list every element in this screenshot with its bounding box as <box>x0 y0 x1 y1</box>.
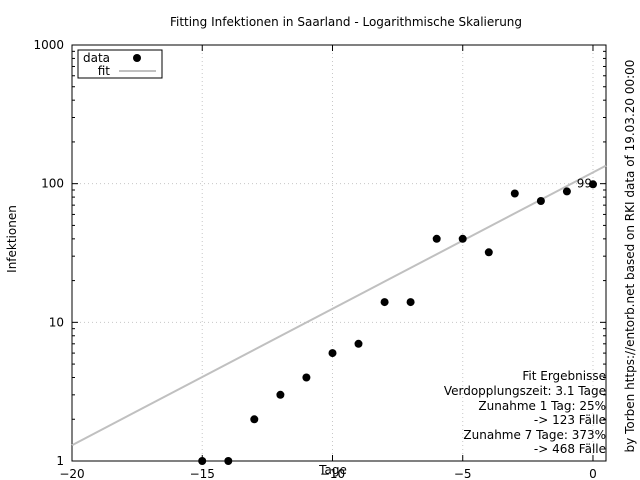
x-tick-label: −15 <box>190 467 215 480</box>
legend-marker-data <box>133 54 141 62</box>
chart-title: Fitting Infektionen in Saarland - Logari… <box>170 15 522 29</box>
y-tick-label: 100 <box>41 177 64 191</box>
data-point <box>250 415 259 424</box>
data-point <box>224 457 233 465</box>
y-tick-label: 10 <box>49 315 64 329</box>
x-tick-label: −10 <box>320 467 345 480</box>
data-point <box>406 298 415 307</box>
legend-label-fit: fit <box>98 64 111 78</box>
fit-results-line-1: Fit Ergebnisse <box>522 369 606 383</box>
plot-frame <box>71 44 607 462</box>
data-series <box>198 180 597 465</box>
x-tick-label: −5 <box>454 467 472 480</box>
data-point <box>380 298 389 307</box>
fit-results-line-4: -> 123 Fälle <box>534 413 606 427</box>
x-tick-labels: −20 −15 −10 −5 0 <box>59 467 596 480</box>
data-point <box>589 180 597 189</box>
data-point <box>458 234 467 243</box>
fit-line <box>71 164 607 447</box>
data-point <box>354 339 363 348</box>
y-tick-label: 1000 <box>33 38 64 52</box>
fit-results-line-3: Zunahme 1 Tag: 25% <box>478 399 606 413</box>
x-tick-label: 0 <box>589 467 597 480</box>
data-point <box>432 234 441 243</box>
legend-box <box>77 49 163 79</box>
fit-results: Fit Ergebnisse Verdopplungszeit: 3.1 Tag… <box>444 369 606 456</box>
axis-ticks <box>71 44 606 462</box>
fit-results-line-2: Verdopplungszeit: 3.1 Tage <box>444 384 606 398</box>
legend-label-data: data <box>83 51 110 65</box>
fit-results-line-6: -> 468 Fälle <box>534 442 606 456</box>
y-tick-labels: 1 10 100 1000 <box>33 38 64 468</box>
credit-text: by Torben https://entorb.net based on RK… <box>623 60 637 453</box>
data-point <box>328 349 337 358</box>
data-point <box>302 373 311 382</box>
fit-results-line-5: Zunahme 7 Tage: 373% <box>463 428 606 442</box>
data-point-label: 99 <box>577 176 592 190</box>
legend: data fit <box>77 49 163 79</box>
data-point <box>536 197 545 205</box>
data-point <box>276 390 285 399</box>
data-point <box>510 189 519 198</box>
data-point <box>198 457 207 465</box>
y-tick-label: 1 <box>56 454 64 468</box>
data-point <box>484 248 493 257</box>
y-axis-label: Infektionen <box>5 205 19 273</box>
x-axis-label: Tage <box>318 463 347 477</box>
x-tick-label: −20 <box>59 467 84 480</box>
data-point <box>562 187 571 196</box>
fit-series <box>71 164 607 447</box>
